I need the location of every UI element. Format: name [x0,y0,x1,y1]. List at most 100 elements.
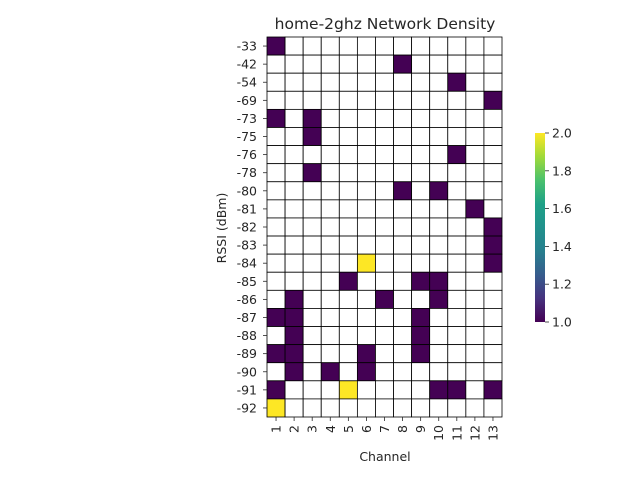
heatmap-cell [356,289,376,309]
heatmap-cell [338,308,358,327]
heatmap-cell [356,362,376,382]
heatmap-cell [375,36,394,56]
heatmap-cell [320,326,340,346]
heatmap-cell [483,308,503,327]
heatmap-cell [465,253,485,273]
colorbar-tick-label: 1.0 [552,315,572,330]
heatmap-cell [429,289,449,309]
heatmap-cell [284,398,304,418]
heatmap-cell [447,271,467,291]
heatmap-cell [266,127,286,146]
heatmap-cell [447,398,467,418]
heatmap-cell [266,108,286,128]
heatmap-cell [284,199,304,219]
heatmap-cell [429,271,449,291]
heatmap-cell [266,398,286,418]
heatmap-cell [429,253,449,273]
heatmap-cell [356,398,376,418]
heatmap-cell [356,271,376,291]
heatmap-cell [465,289,485,309]
heatmap-cell [447,253,467,273]
heatmap-cell [338,181,358,201]
heatmap-cell [411,163,431,183]
heatmap-cell [284,54,304,74]
heatmap-cell [302,398,322,418]
heatmap-cell [465,326,485,346]
heatmap-cell [302,289,322,309]
heatmap-cell [356,380,376,400]
heatmap-cell [375,145,394,165]
heatmap-cell [393,90,413,110]
heatmap-cell [447,108,467,128]
heatmap-cell [411,362,431,382]
heatmap-cell [356,163,376,183]
heatmap-cell [284,145,304,165]
y-tick-label: -42 [237,57,257,72]
heatmap-cell [338,217,358,237]
chart-title: home-2ghz Network Density [275,15,496,33]
heatmap-cell [465,271,485,291]
heatmap-cell [393,145,413,165]
y-tick-label: -86 [237,292,257,307]
heatmap-cell [338,72,358,92]
heatmap-cell [266,344,286,364]
x-tick-label: 5 [341,425,356,433]
heatmap-cell [320,217,340,237]
heatmap-cell [447,127,467,146]
heatmap-cell [356,90,376,110]
heatmap-cell [465,199,485,219]
heatmap-cell [266,145,286,165]
heatmap-cell [266,72,286,92]
heatmap-cell [338,326,358,346]
heatmap-cell [429,108,449,128]
x-tick-label: 3 [305,425,320,433]
heatmap-cell [411,289,431,309]
heatmap-cell [465,54,485,74]
heatmap-cell [411,36,431,56]
heatmap-cell [411,235,431,255]
heatmap-cell [483,199,503,219]
heatmap-cell [266,217,286,237]
heatmap-cell [356,199,376,219]
heatmap-cell [356,181,376,201]
heatmap-cell [302,127,322,146]
heatmap-cell [320,108,340,128]
heatmap-cell [338,398,358,418]
heatmap-cell [284,181,304,201]
heatmap-cell [266,54,286,74]
heatmap-cell [375,72,394,92]
heatmap-cell [356,326,376,346]
y-tick-label: -80 [237,183,257,198]
heatmap-cell [447,308,467,327]
heatmap-cell [284,108,304,128]
heatmap-cell [266,90,286,110]
colorbar-tick-label: 1.4 [552,239,572,254]
heatmap-cell [320,181,340,201]
heatmap-cell [447,72,467,92]
colorbar-tick-label: 1.6 [552,201,572,216]
heatmap-cell [302,54,322,74]
heatmap-cell [356,253,376,273]
heatmap-cell [284,271,304,291]
heatmap-cell [411,127,431,146]
heatmap-cell [356,127,376,146]
heatmap-cell [375,163,394,183]
heatmap-cell [302,326,322,346]
heatmap-cell [429,380,449,400]
heatmap-cell [411,181,431,201]
heatmap-cell [447,217,467,237]
heatmap-cell [465,36,485,56]
heatmap-cell [447,181,467,201]
heatmap-cell [447,326,467,346]
heatmap-cell [483,72,503,92]
heatmap-cell [483,181,503,201]
heatmap-cell [356,36,376,56]
heatmap-cell [356,108,376,128]
y-tick-label: -90 [237,364,257,379]
x-tick-label: 1 [269,425,284,433]
heatmap-cell [393,127,413,146]
heatmap-cell [411,326,431,346]
x-tick-label: 13 [485,425,500,441]
heatmap-cell [483,217,503,237]
heatmap-cell [483,108,503,128]
